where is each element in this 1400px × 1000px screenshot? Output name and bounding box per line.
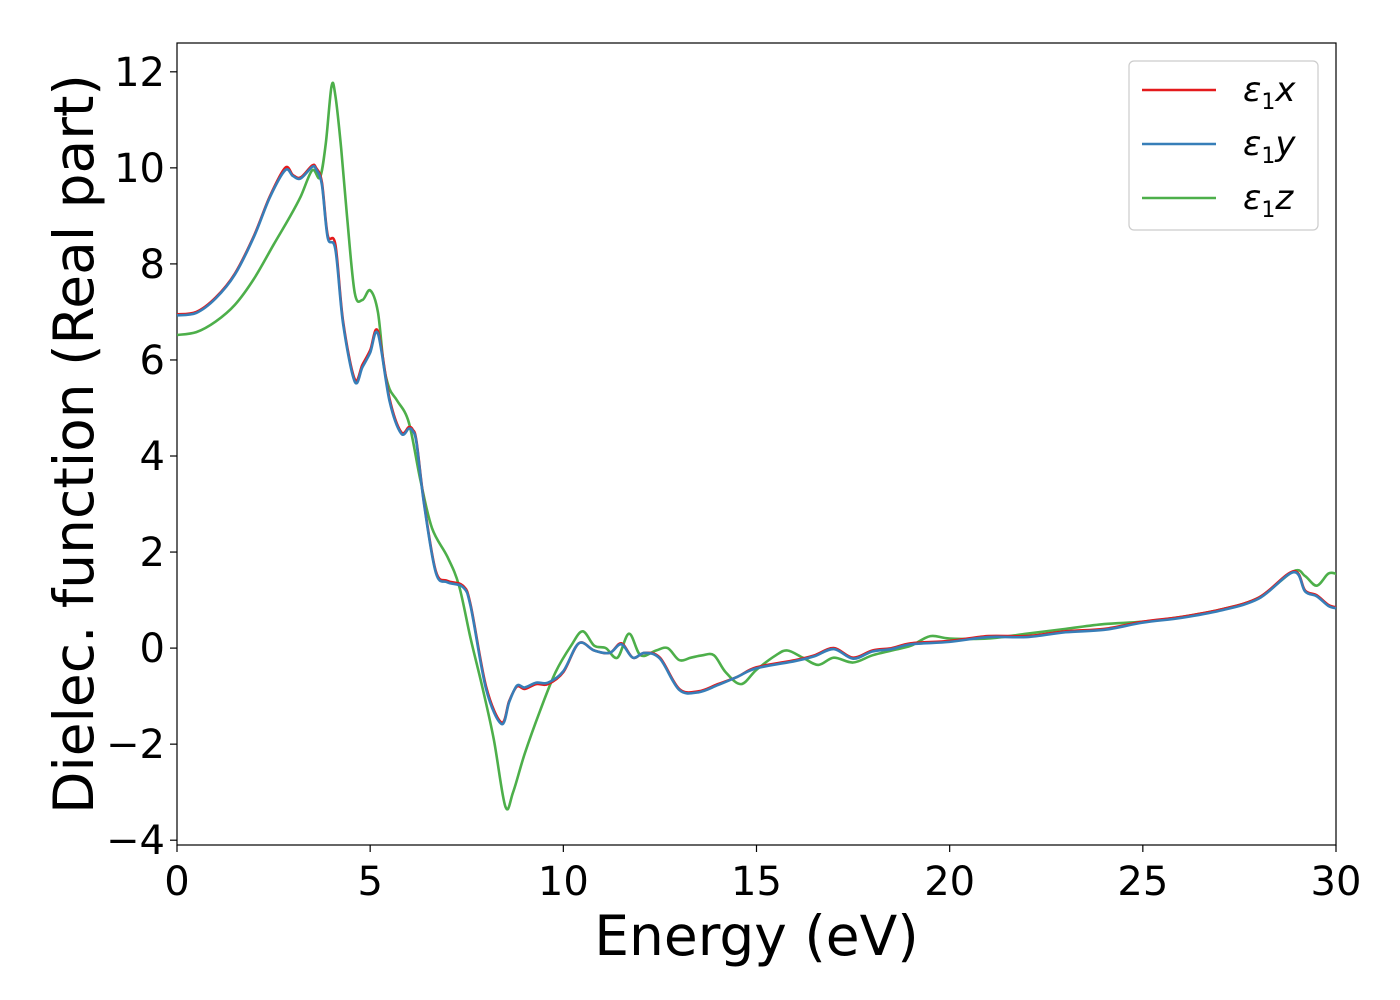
legend: ε1x ε1y ε1z [1128, 60, 1319, 231]
legend-label-z: ε1z [1243, 178, 1294, 223]
series-line-y [177, 164, 1336, 726]
y-axis-ticks: −4 −2 0 2 4 6 8 10 12 [106, 50, 177, 864]
x-tick-label: 10 [538, 859, 589, 905]
y-tick-label: −4 [106, 818, 165, 864]
y-axis-label: Dielec. function (Real part) [42, 74, 106, 814]
y-tick-label: 10 [114, 146, 165, 192]
y-tick-label: 0 [140, 626, 165, 672]
x-axis-label: Energy (eV) [594, 904, 918, 968]
legend-label-y: ε1y [1243, 124, 1296, 169]
x-tick-label: 15 [731, 859, 782, 905]
y-tick-label: 8 [140, 242, 165, 288]
y-tick-label: 12 [114, 50, 165, 96]
x-tick-label: 5 [357, 859, 382, 905]
x-tick-label: 20 [924, 859, 975, 905]
x-axis-ticks: 0 5 10 15 20 25 30 [164, 845, 1361, 905]
legend-box [1128, 60, 1319, 231]
x-tick-label: 0 [164, 859, 189, 905]
x-tick-label: 30 [1311, 859, 1362, 905]
y-tick-label: 4 [140, 434, 165, 480]
y-tick-label: 2 [140, 530, 165, 576]
y-tick-label: −2 [106, 722, 165, 768]
legend-label-x: ε1x [1243, 70, 1296, 115]
y-tick-label: 6 [140, 338, 165, 384]
x-tick-label: 25 [1117, 859, 1168, 905]
series-layer [177, 81, 1336, 811]
